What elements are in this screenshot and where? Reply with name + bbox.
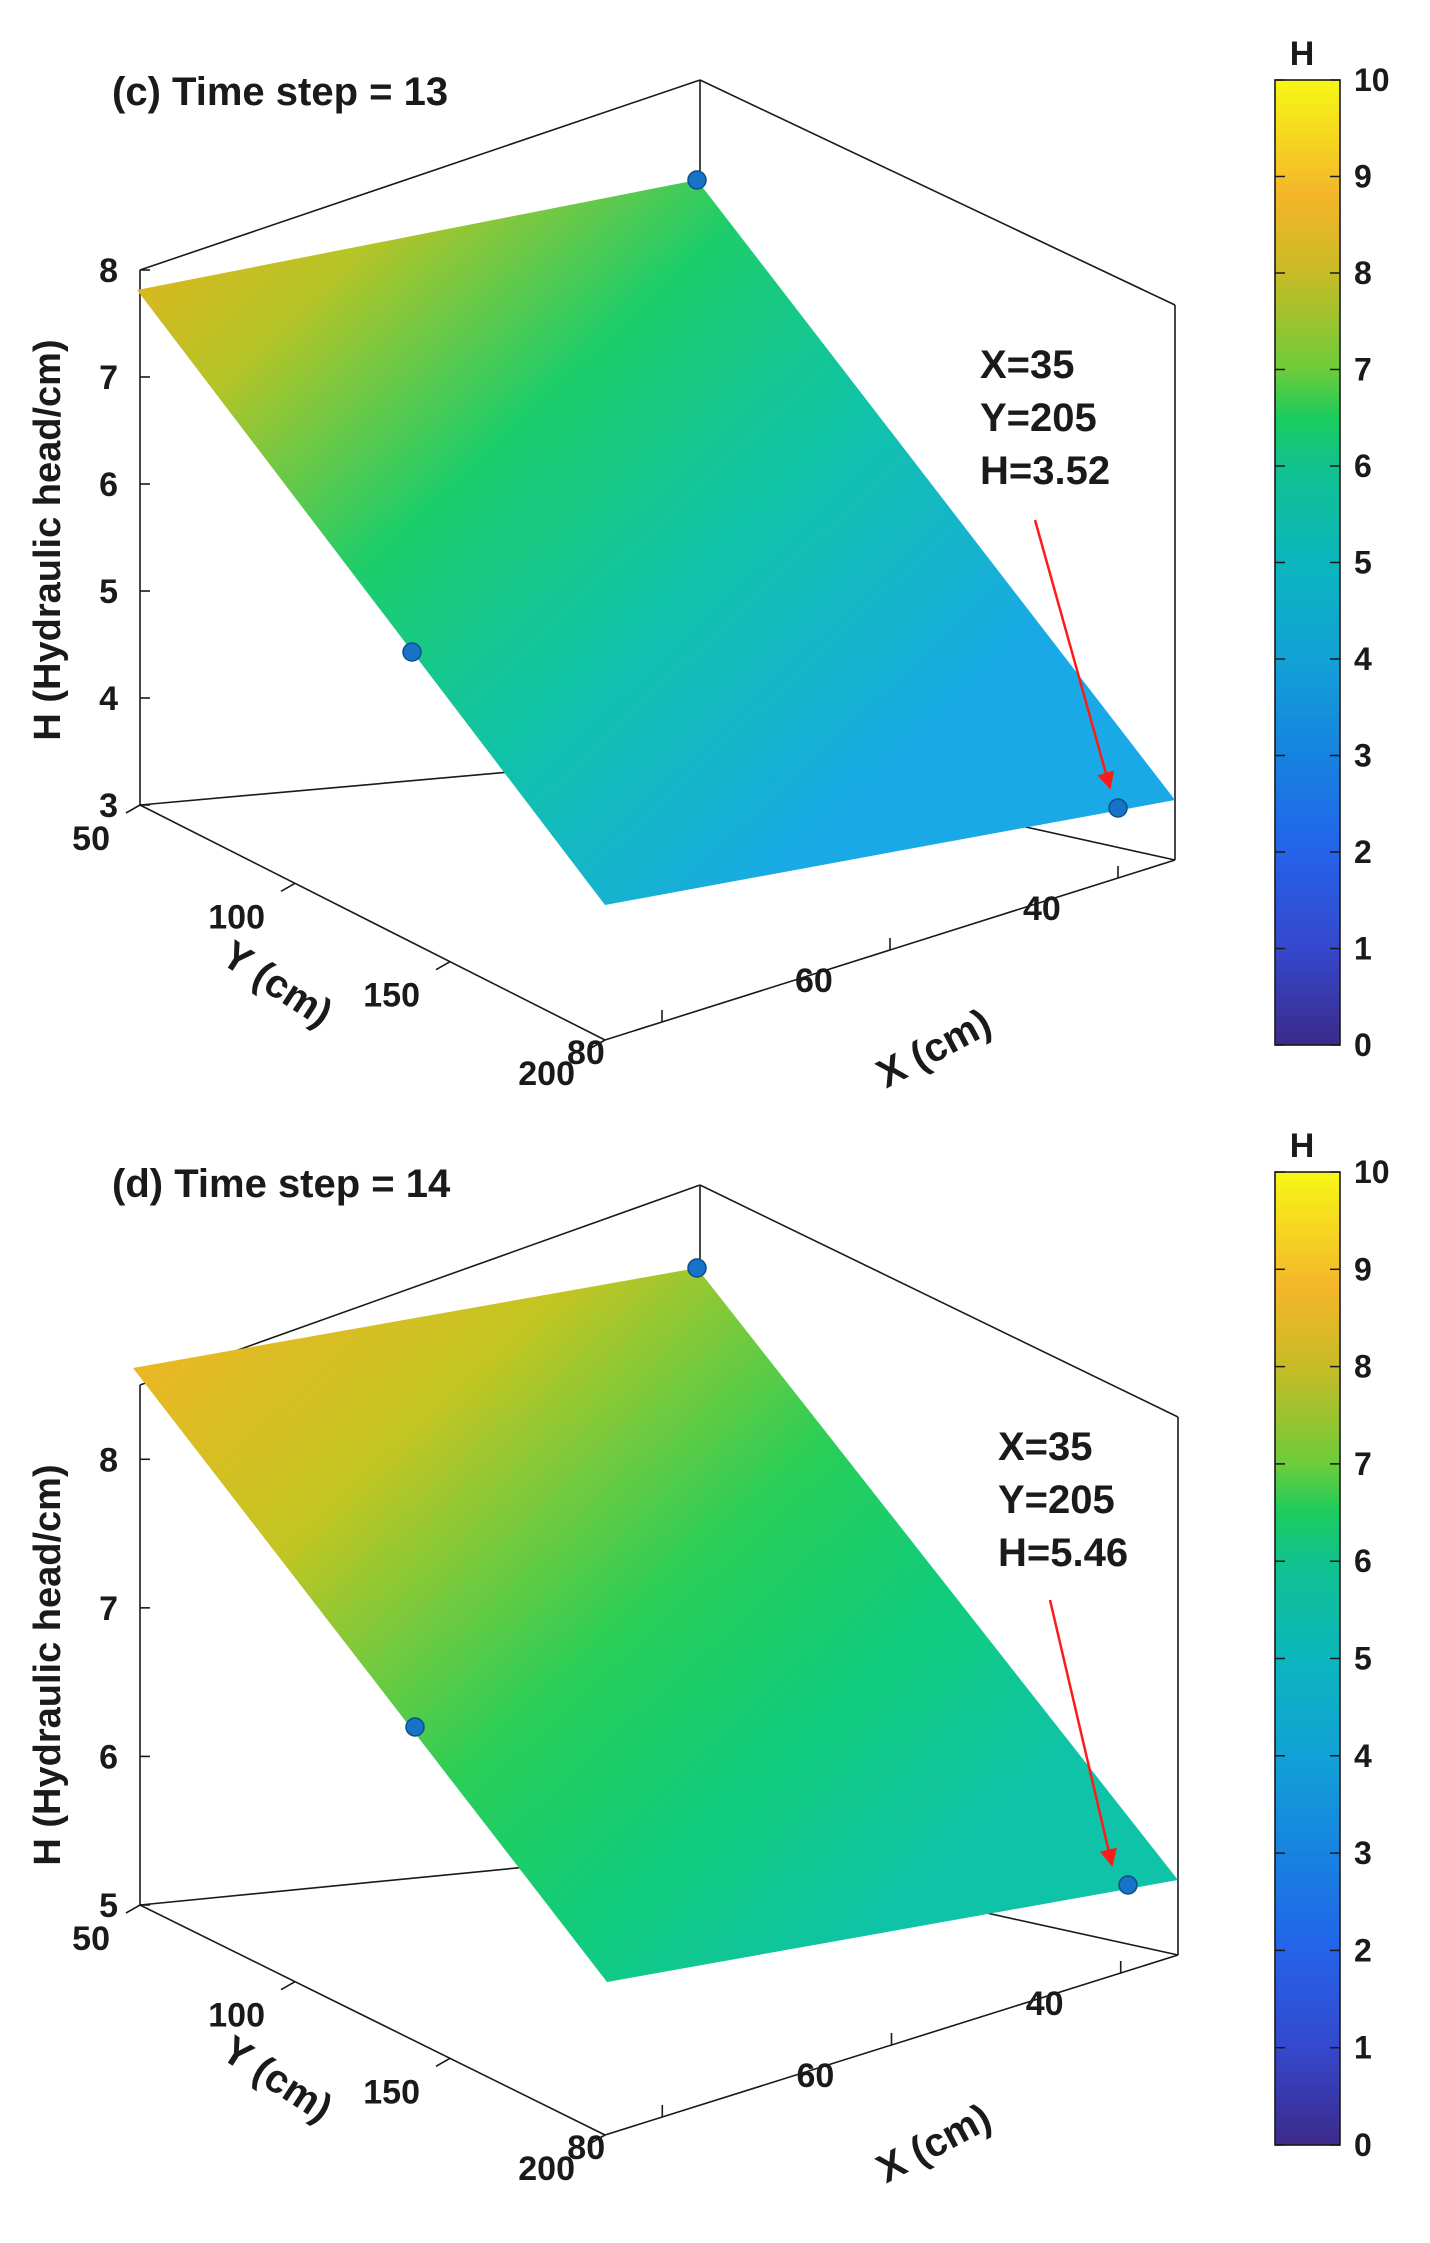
colorbar-tick-label: 2 [1354,834,1372,870]
data-point-left-mid [405,1717,425,1737]
y-tick-mark [280,882,296,893]
data-point-front-right [1118,1875,1138,1895]
data-point-left-mid [402,642,422,662]
colorbar-tick-label: 1 [1354,2030,1372,2066]
z-tick-label: 5 [99,573,118,611]
colorbar-tick-label: 6 [1354,448,1372,484]
colorbar-tick-label: 8 [1354,255,1372,291]
colorbar [1274,79,1341,1046]
z-axis-label: H (Hydraulic head/cm) [27,339,69,740]
y-tick-label: 50 [72,820,110,858]
y-axis-line [139,804,606,1041]
data-point-front-right [1108,798,1128,818]
x-axis-label: X (cm) [870,2095,999,2191]
colorbar-tick-label: 9 [1354,1251,1372,1287]
z-tick-label: 6 [99,1738,118,1776]
annotation-arrow [1048,1599,1117,1867]
z-tick-label: 3 [99,787,118,825]
annotation-h: H=5.46 [998,1531,1128,1575]
y-tick-mark [280,1980,296,1991]
colorbar-tick-label: 0 [1354,1027,1372,1063]
axis-box-edge [699,79,1176,306]
colorbar-title: H [1290,35,1315,73]
y-tick-label: 150 [363,2073,420,2111]
z-tick-label: 7 [99,359,118,397]
y-tick-mark [435,2057,451,2068]
annotation-y: Y=205 [998,1478,1115,1522]
annotation-y: Y=205 [980,396,1097,440]
colorbar-title: H [1290,1127,1315,1165]
x-tick-label: 60 [797,2057,835,2095]
annotation-h: H=3.52 [980,449,1110,493]
z-axis-label: H (Hydraulic head/cm) [27,1464,69,1865]
colorbar-tick-label: 2 [1354,1932,1372,1968]
y-axis-line [139,1904,606,2136]
hydraulic-head-surface [133,1268,1178,1982]
z-tick-label: 5 [99,1887,118,1925]
x-tick-label: 80 [567,1034,605,1072]
colorbar-tick-label: 6 [1354,1543,1372,1579]
annotation-x: X=35 [980,343,1075,387]
z-tick-label: 6 [99,466,118,504]
x-tick-label: 40 [1023,890,1061,928]
colorbar-tick-label: 10 [1354,1154,1390,1190]
y-tick-label: 200 [518,2150,575,2188]
z-tick-label: 4 [99,680,118,718]
x-tick-label: 60 [795,962,833,1000]
y-axis-label: Y (cm) [214,2028,340,2131]
chart-panel-d: 5 6 7 8 50 100 150 200 40 60 80 H (Hydraulic head/c… [0,1120,1430,2243]
colorbar-tick-label: 1 [1354,931,1372,967]
y-tick-mark [125,1904,141,1914]
y-tick-mark [125,804,141,814]
y-tick-label: 200 [518,1055,575,1093]
z-tick-label: 8 [99,1441,118,1479]
chart-panel-c: 3 4 5 6 7 8 50 100 150 200 40 60 80 H (Hydraulic head… [0,0,1430,1120]
colorbar-tick-label: 4 [1354,1738,1372,1774]
chart-title: (d) Time step = 14 [112,1162,451,1206]
colorbar-tick-label: 3 [1354,1835,1372,1871]
z-tick-label: 7 [99,1590,118,1628]
y-tick-label: 150 [363,977,420,1015]
y-tick-label: 100 [208,898,265,936]
colorbar-tick-label: 3 [1354,738,1372,774]
z-tick-label: 8 [99,252,118,290]
colorbar-tick-label: 7 [1354,352,1372,388]
colorbar-tick-label: 5 [1354,545,1372,581]
colorbar [1274,1171,1341,2146]
x-axis-label: X (cm) [870,1000,999,1096]
y-tick-mark [590,2134,606,2144]
y-tick-mark [590,1039,606,1049]
y-tick-label: 100 [208,1997,265,2035]
colorbar-tick-label: 9 [1354,159,1372,195]
axis-box-edge [699,1184,1179,1418]
annotation-x: X=35 [998,1425,1093,1469]
data-point-back-top [687,1258,707,1278]
hydraulic-head-surface [137,180,1175,905]
y-tick-label: 50 [72,1920,110,1958]
y-axis-label: Y (cm) [214,933,340,1036]
colorbar-tick-label: 0 [1354,2127,1372,2163]
colorbar-tick-label: 5 [1354,1641,1372,1677]
x-tick-label: 40 [1026,1985,1064,2023]
data-point-back-top [687,170,707,190]
x-tick-label: 80 [567,2129,605,2167]
colorbar-tick-label: 10 [1354,62,1390,98]
colorbar-tick-label: 4 [1354,641,1372,677]
axis-box-edge [139,79,701,271]
colorbar-tick-label: 8 [1354,1349,1372,1385]
chart-title: (c) Time step = 13 [112,70,448,114]
y-tick-mark [435,960,451,971]
colorbar-tick-label: 7 [1354,1446,1372,1482]
annotation-arrow [1033,519,1115,790]
